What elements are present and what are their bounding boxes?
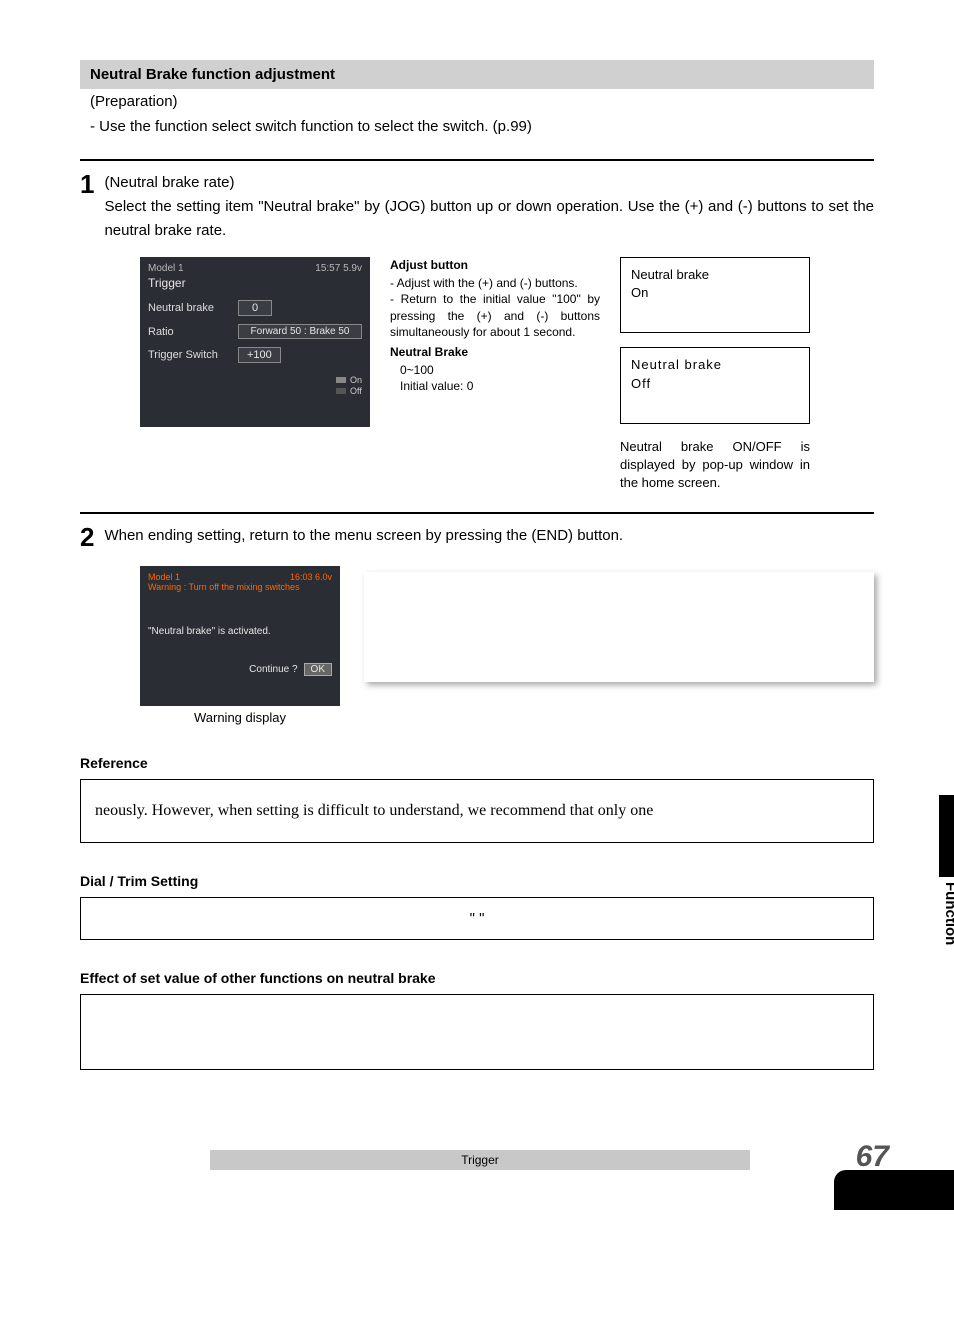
dial-heading: Dial / Trim Setting: [80, 873, 874, 889]
adjust-init: Initial value: 0: [400, 378, 600, 394]
section-header: Neutral Brake function adjustment: [80, 60, 874, 89]
reference-box: neously. However, when setting is diffic…: [80, 779, 874, 843]
divider: [80, 159, 874, 161]
lcd1-off: Off: [350, 386, 362, 396]
lcd1-nb-label: Neutral brake: [148, 302, 238, 314]
lcd2-time: 16:03 6.0v: [290, 572, 332, 582]
page-number: 67: [856, 1140, 889, 1174]
adjust-h2: Neutral Brake: [390, 344, 600, 360]
prep-title: (Preparation): [80, 89, 874, 114]
step-2: 2 When ending setting, return to the men…: [80, 524, 874, 550]
lcd1-screen-title: Trigger: [148, 276, 362, 290]
step-1-title: (Neutral brake rate): [104, 174, 234, 191]
effect-heading: Effect of set value of other functions o…: [80, 970, 874, 986]
lcd-screenshot-2: Model 1 16:03 6.0v Warning : Turn off th…: [140, 566, 340, 706]
popup-col: Neutral brake On Neutral brake Off Neutr…: [620, 257, 810, 492]
lcd2-ok-button: OK: [304, 663, 332, 676]
lcd1-time: 15:57 5.9v: [315, 263, 362, 274]
lcd2-continue: Continue ?: [249, 664, 297, 675]
warning-caption: Warning display: [140, 710, 340, 725]
side-label: Function: [942, 882, 954, 945]
prep-body: - Use the function select switch functio…: [80, 114, 874, 139]
divider-2: [80, 512, 874, 514]
footer-corner: [834, 1170, 954, 1210]
lcd1-ts-label: Trigger Switch: [148, 349, 238, 361]
side-tab: [939, 795, 954, 877]
popup-off: Neutral brake Off: [620, 347, 810, 423]
step-1-body: Select the setting item "Neutral brake" …: [104, 198, 874, 239]
lcd1-ratio-label: Ratio: [148, 326, 238, 338]
dial-box: " ": [80, 897, 874, 940]
step-1-num: 1: [80, 171, 94, 197]
lcd-screenshot-1: Model 1 15:57 5.9v Trigger Neutral brake…: [140, 257, 370, 427]
lcd2-msg: "Neutral brake" is activated.: [148, 626, 332, 637]
popup-note: Neutral brake ON/OFF is displayed by pop…: [620, 438, 810, 493]
lcd2-warn: Warning : Turn off the mixing switches: [148, 582, 332, 592]
lcd1-ratio-val: Forward 50 : Brake 50: [238, 324, 362, 339]
effect-box: [80, 994, 874, 1070]
lcd1-ts-val: +100: [238, 347, 281, 363]
empty-shadow-box: [364, 572, 874, 682]
footer-bar: Trigger: [210, 1150, 750, 1170]
lcd1-on: On: [350, 375, 362, 385]
step-2-num: 2: [80, 524, 94, 550]
lcd1-model: Model 1: [148, 263, 184, 274]
adjust-range: 0~100: [400, 362, 600, 378]
adjust-h1: Adjust button: [390, 257, 600, 273]
step-2-body: When ending setting, return to the menu …: [104, 524, 874, 548]
popup-on: Neutral brake On: [620, 257, 810, 333]
adjust-l1: - Adjust with the (+) and (-) buttons.: [390, 275, 600, 291]
adjust-col: Adjust button - Adjust with the (+) and …: [390, 257, 600, 395]
adjust-l2: - Return to the initial value "100" by p…: [390, 291, 600, 340]
lcd1-onoff-legend: On Off: [336, 374, 362, 397]
step-1: 1 (Neutral brake rate) Select the settin…: [80, 171, 874, 243]
reference-heading: Reference: [80, 755, 874, 771]
lcd2-model: Model 1: [148, 572, 180, 582]
lcd1-nb-val: 0: [238, 300, 272, 316]
